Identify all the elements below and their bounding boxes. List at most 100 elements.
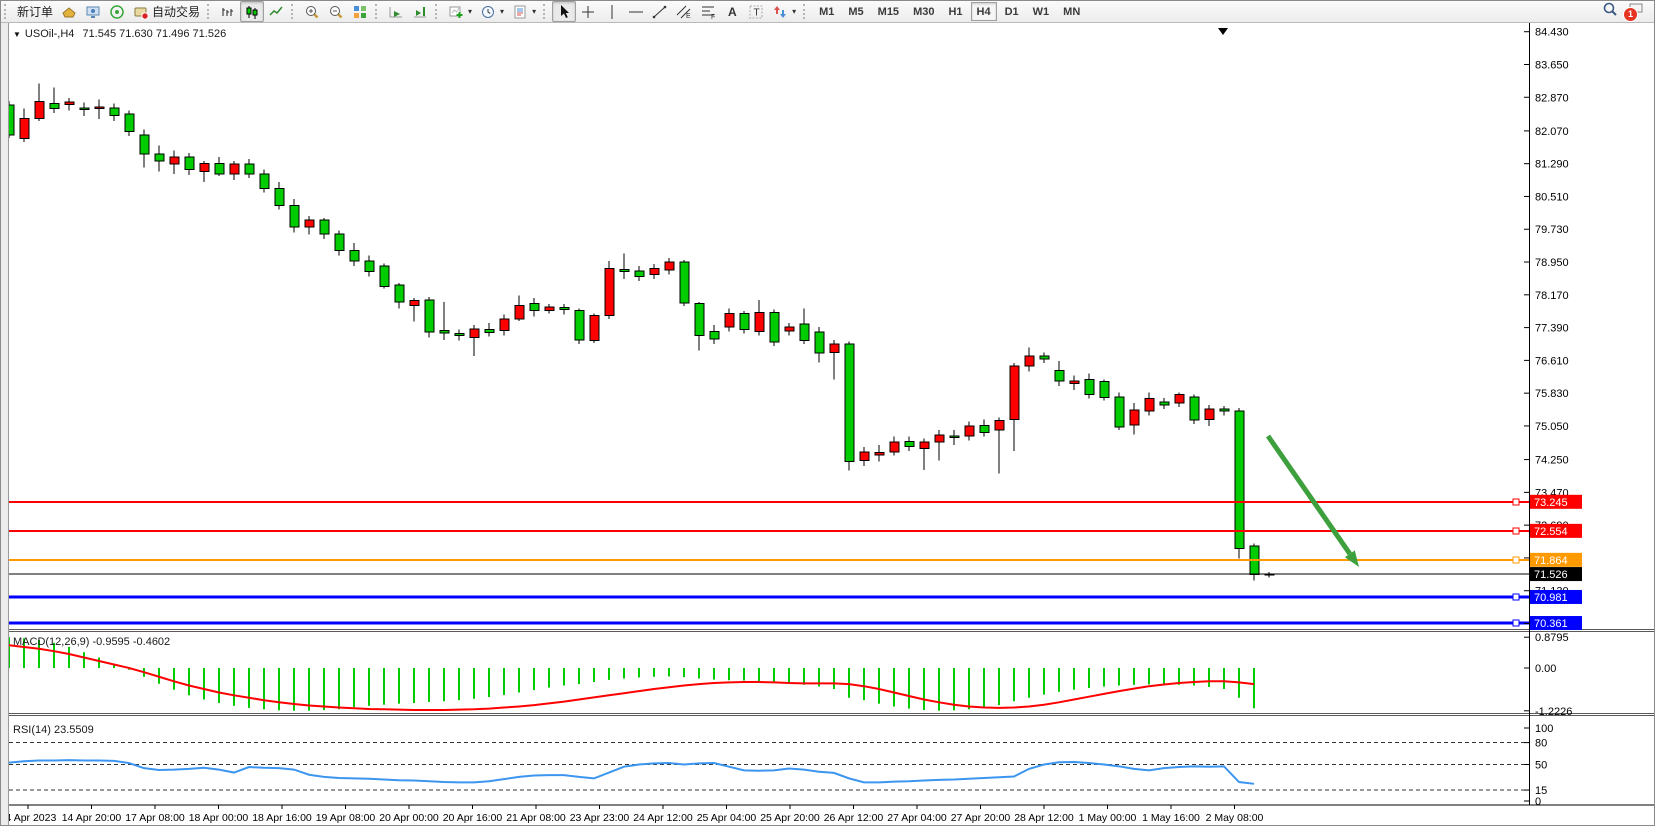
zoomin-icon [306, 5, 319, 18]
candle-chart-button[interactable] [240, 1, 265, 22]
clock-icon [482, 5, 495, 18]
chat-button[interactable]: 1 [1623, 1, 1644, 22]
equidistant-channel-button[interactable]: E [672, 1, 696, 22]
textT-icon: T [749, 5, 763, 18]
svg-text:0: 0 [1535, 796, 1541, 808]
svg-text:17 Apr 08:00: 17 Apr 08:00 [125, 812, 185, 824]
crosshair-icon [582, 5, 595, 18]
arrows-button[interactable]: ▾ [768, 1, 800, 22]
dropdown-caret-icon[interactable]: ▾ [532, 7, 537, 16]
notification-badge: 1 [1623, 7, 1638, 22]
timeframe-D1[interactable]: D1 [1004, 5, 1019, 18]
zoomout-icon [330, 5, 343, 18]
dropdown-caret-icon[interactable]: ▾ [468, 7, 473, 16]
autotrade-icon [134, 7, 149, 20]
macd-main-value: -0.9595 [92, 636, 130, 648]
new-order-button-label: 新订单 [17, 5, 54, 19]
timeframe-H4[interactable]: H4 [970, 2, 997, 21]
tile-icon [354, 5, 367, 18]
fibo-icon: F [702, 6, 715, 20]
bar-chart-button[interactable] [216, 1, 240, 22]
timeframe-W1[interactable]: W1 [1032, 5, 1050, 18]
trend-arrow-head [1344, 550, 1359, 567]
toolbar-grip [291, 4, 296, 19]
dropdown-caret-icon[interactable]: ▾ [500, 7, 505, 16]
signal-icon [110, 4, 124, 19]
vertical-line-button[interactable] [600, 1, 624, 22]
tile-windows-button[interactable] [348, 1, 372, 22]
svg-text:18 Apr 16:00: 18 Apr 16:00 [252, 812, 312, 824]
svg-text:76.610: 76.610 [1535, 355, 1569, 367]
arrows-icon [774, 5, 787, 18]
svg-text:19 Apr 08:00: 19 Apr 08:00 [316, 812, 376, 824]
timeframe-H1[interactable]: H1 [948, 5, 963, 18]
cursor-button[interactable] [552, 1, 577, 22]
text-label-button[interactable]: T [744, 1, 768, 22]
line-chart-button[interactable] [264, 1, 288, 22]
time-axis: 14 Apr 2023 14 Apr 20:00 17 Apr 08:00 18 Ap… [1, 805, 1264, 824]
terminal-button[interactable] [81, 1, 105, 22]
toolbar-grip [435, 4, 440, 19]
new-order-button[interactable]: 新订单 [13, 1, 57, 22]
timeframe-M15[interactable]: M15 [877, 5, 900, 18]
chart-shift-marker [1218, 28, 1228, 35]
autoscroll-icon [389, 6, 403, 17]
macd-pane [8, 637, 1255, 711]
svg-text:0.8795: 0.8795 [1535, 632, 1569, 644]
toolbar-grip [4, 4, 9, 19]
trend-icon [652, 5, 667, 18]
svg-text:1 May 16:00: 1 May 16:00 [1142, 812, 1200, 824]
trendline-button[interactable] [648, 1, 672, 22]
zoom-in-button[interactable] [300, 1, 324, 22]
text-button[interactable]: A [720, 1, 744, 22]
dropdown-caret-icon[interactable]: ▾ [792, 7, 797, 16]
svg-text:70.361: 70.361 [1534, 618, 1568, 630]
timeframe-M1[interactable]: M1 [819, 5, 835, 18]
chevron-down-icon[interactable]: ▼ [13, 30, 21, 39]
svg-text:14 Apr 20:00: 14 Apr 20:00 [62, 812, 122, 824]
addchart-icon [449, 6, 463, 18]
timeframe-M5[interactable]: M5 [848, 5, 864, 18]
svg-text:80.510: 80.510 [1535, 191, 1569, 203]
timeframe-M30[interactable]: M30 [913, 5, 935, 18]
indicators-button[interactable]: ▾ [444, 1, 476, 22]
timeframe-MN[interactable]: MN [1063, 5, 1081, 18]
svg-text:74.250: 74.250 [1535, 455, 1569, 467]
toolbar: 新订单 自动交易 ▾ ▾ ▾ E F A T ▾ M1 M5 M15 M30 H1 H4 D1 W1 MN 1 [1, 1, 1654, 23]
channel-icon: E [676, 5, 691, 20]
svg-text:15: 15 [1535, 785, 1547, 797]
svg-text:23 Apr 23:00: 23 Apr 23:00 [570, 812, 630, 824]
macd-label: MACD(12,26,9) -0.9595 -0.4602 [13, 636, 171, 648]
fibonacci-button[interactable]: F [696, 1, 720, 22]
search-icon [1603, 2, 1617, 16]
market-watch-button[interactable] [57, 1, 81, 22]
horizontal-line-button[interactable] [624, 1, 648, 22]
vline-icon [611, 4, 613, 19]
svg-text:77.390: 77.390 [1535, 323, 1569, 335]
svg-text:18 Apr 00:00: 18 Apr 00:00 [189, 812, 249, 824]
rsi-value: 23.5509 [53, 724, 94, 736]
toolbar-grip [543, 4, 548, 19]
window-left-edge [1, 23, 9, 825]
linechart-icon [269, 6, 283, 16]
periods-button[interactable]: ▾ [476, 1, 508, 22]
svg-text:21 Apr 08:00: 21 Apr 08:00 [506, 812, 566, 824]
svg-text:27 Apr 04:00: 27 Apr 04:00 [887, 812, 947, 824]
svg-text:100: 100 [1535, 723, 1553, 735]
toolbar-grip [375, 4, 380, 19]
chart-canvas[interactable]: 84.430 83.650 82.870 82.070 81.290 80.510 79.7… [1, 23, 1655, 826]
templates-button[interactable]: ▾ [508, 1, 540, 22]
svg-text:71.864: 71.864 [1534, 555, 1568, 567]
hline-icon [629, 11, 644, 12]
chart-shift-button[interactable] [408, 1, 432, 22]
crosshair-button[interactable] [576, 1, 600, 22]
auto-scroll-button[interactable] [384, 1, 408, 22]
svg-text:A: A [728, 5, 737, 19]
svg-text:82.070: 82.070 [1535, 126, 1569, 138]
terminal-icon [86, 6, 100, 18]
zoom-out-button[interactable] [324, 1, 348, 22]
svg-text:14 Apr 2023: 14 Apr 2023 [1, 812, 56, 824]
search-button[interactable] [1602, 1, 1618, 22]
signals-button[interactable] [105, 1, 129, 22]
autotrading-button[interactable]: 自动交易 [129, 1, 204, 22]
